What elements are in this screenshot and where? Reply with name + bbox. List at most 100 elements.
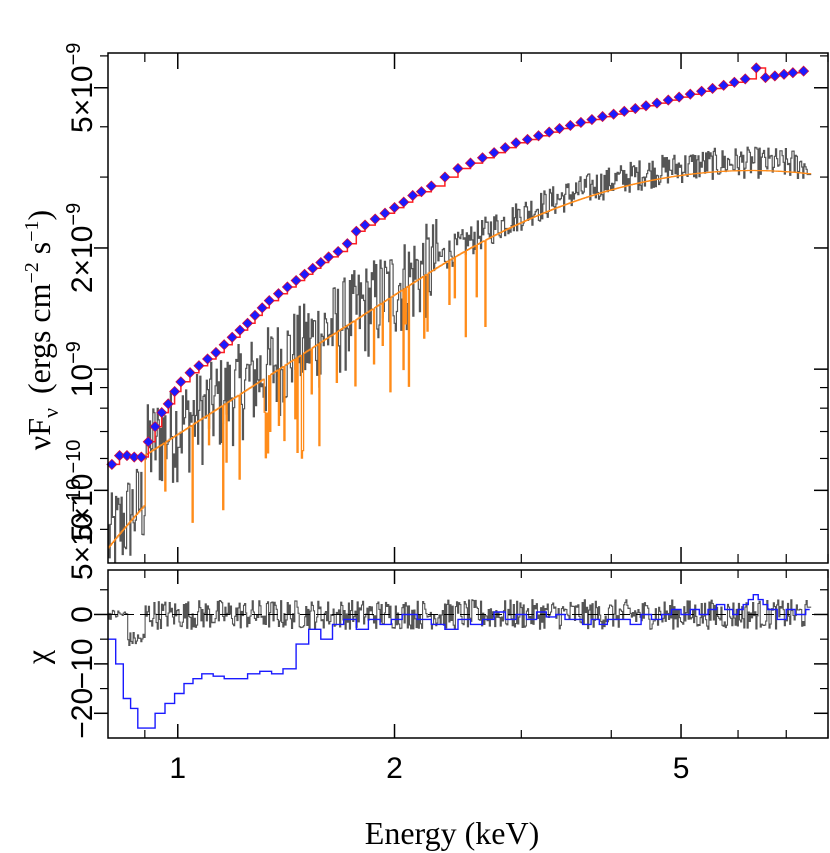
y-axis-title: νFν (ergs cm−2 s−1) (21, 210, 63, 450)
model-point (684, 88, 696, 100)
model-point (629, 102, 641, 115)
model-point (718, 79, 730, 91)
y-tick-mantissa: 2×10 (66, 226, 99, 294)
model-point (706, 82, 719, 95)
model-point (315, 256, 327, 269)
x-tick-label: 1 (169, 752, 186, 785)
y-tick-label: 2×10−9 (63, 203, 99, 293)
model-point (169, 385, 181, 398)
model-point (769, 70, 781, 82)
spectrum-plot-area (106, 62, 812, 563)
model-point (750, 62, 762, 74)
x-tick-label: 2 (386, 752, 403, 785)
model-point (575, 116, 587, 129)
model-point (249, 309, 261, 321)
model-point (787, 67, 799, 79)
residuals-frame (107, 569, 829, 739)
res-y-tick-label: 0 (66, 606, 99, 623)
model-point (778, 68, 790, 80)
model-point (332, 245, 344, 258)
residuals-y-title: χ (19, 649, 55, 665)
model-point (298, 268, 311, 280)
model-point (307, 262, 319, 274)
y-title-exp1: −2 (21, 262, 43, 283)
model-point (162, 398, 174, 410)
model-point (369, 213, 381, 225)
x-tick-labels: 1 2 5 (169, 752, 689, 785)
model-point (564, 119, 576, 132)
model-point (488, 147, 500, 159)
y-title-units2: s (21, 242, 57, 262)
model-point (350, 225, 362, 237)
y-tick-labels-residuals: 0 −10−20 (66, 606, 99, 739)
y-tick-mantissa: 5×10 (66, 65, 99, 133)
residuals-plot-area (108, 594, 828, 729)
model-point (596, 111, 609, 123)
model-point (499, 142, 511, 154)
model-point (608, 108, 620, 120)
model-point (341, 238, 353, 250)
data-spectrum-line (108, 146, 812, 563)
y-tick-exponent: −9 (63, 203, 85, 226)
spectrum-frame (107, 52, 829, 564)
model-point (323, 251, 335, 263)
model-point (234, 324, 246, 336)
y-tick-mantissa: 5×10 (66, 513, 99, 581)
model-point (226, 331, 238, 343)
y-title-sub: ν (38, 408, 63, 418)
model-point (464, 157, 477, 169)
spectrum-panel (94, 52, 829, 564)
model-point (135, 451, 147, 463)
y-title-close: ) (21, 210, 57, 221)
model-point (218, 339, 230, 351)
model-point (272, 288, 285, 300)
model-point (452, 162, 464, 175)
y-title-units: (ergs cm (21, 283, 57, 394)
model-point (532, 130, 545, 142)
model-point (398, 196, 410, 208)
model-point (281, 281, 293, 293)
model-line (111, 67, 808, 466)
y-tick-label: 5×10−10 (63, 479, 99, 581)
model-point (263, 295, 275, 307)
model-point (193, 360, 205, 372)
model-point (379, 207, 391, 219)
model-point (696, 85, 708, 97)
model-point (759, 72, 772, 84)
residuals-blue-line (108, 594, 810, 729)
model-point (149, 421, 161, 433)
residuals-panel (94, 569, 829, 739)
model-point (510, 137, 522, 149)
y-tick-exponent: −10 (63, 440, 85, 474)
y-title-nuf: νF (21, 418, 57, 450)
model-point (798, 65, 810, 77)
model-point (113, 450, 126, 462)
model-point (425, 180, 437, 192)
y-tick-label: 5×10−9 (63, 43, 99, 133)
x-tick-label: 5 (673, 752, 690, 785)
model-point (586, 113, 598, 126)
model-point (407, 189, 419, 202)
y-tick-label: 5×10−10 (63, 440, 99, 542)
model-point (728, 76, 740, 88)
model-point (241, 317, 254, 329)
y-tick-exponent: −9 (63, 43, 85, 66)
model-point (142, 436, 154, 448)
model-point (521, 133, 534, 146)
residuals-gray-line (108, 599, 812, 646)
model-point (673, 91, 685, 103)
model-point (553, 122, 566, 135)
model-point (739, 73, 751, 85)
model-point (640, 100, 652, 112)
residuals-ticks (94, 570, 829, 738)
model-point (651, 97, 663, 109)
model-point (476, 152, 489, 164)
model-point (388, 201, 401, 214)
continuum-model-line (108, 169, 812, 549)
y-tick-exponent: −10 (63, 479, 85, 513)
y-tick-mantissa: 10 (66, 364, 99, 397)
y-tick-exponent: −9 (63, 341, 85, 364)
model-point (415, 186, 428, 198)
